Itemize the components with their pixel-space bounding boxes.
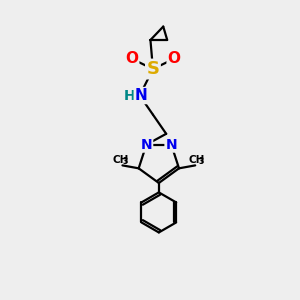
Text: 3: 3 bbox=[122, 157, 128, 166]
Text: N: N bbox=[141, 138, 152, 152]
Text: O: O bbox=[125, 51, 138, 66]
Text: O: O bbox=[168, 51, 181, 66]
Text: CH: CH bbox=[113, 155, 129, 165]
Text: 3: 3 bbox=[198, 157, 203, 166]
Text: N: N bbox=[135, 88, 148, 103]
Text: N: N bbox=[166, 138, 177, 152]
Text: S: S bbox=[146, 60, 159, 78]
Text: CH: CH bbox=[188, 155, 205, 165]
Text: H: H bbox=[124, 88, 135, 103]
